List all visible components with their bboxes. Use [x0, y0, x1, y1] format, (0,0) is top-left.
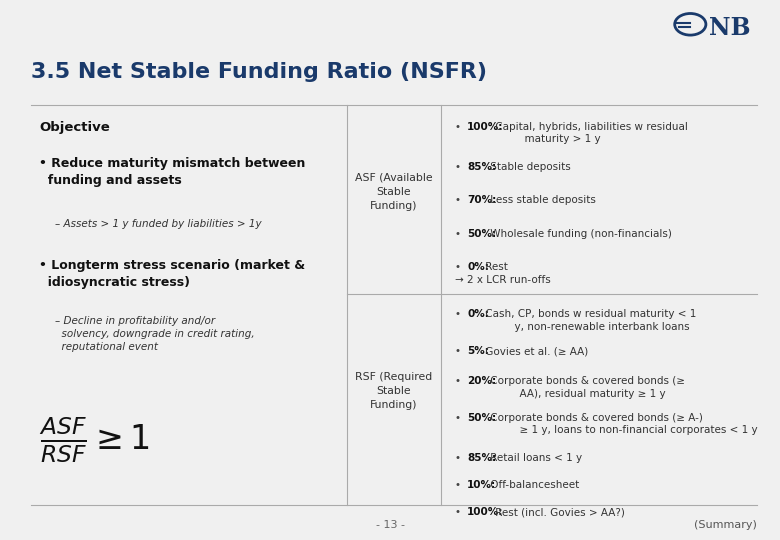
Text: Cash, CP, bonds w residual maturity < 1
          y, non-renewable interbank loa: Cash, CP, bonds w residual maturity < 1 …: [482, 309, 697, 332]
Text: 3.5 Net Stable Funding Ratio (NSFR): 3.5 Net Stable Funding Ratio (NSFR): [31, 62, 487, 82]
Text: Rest (incl. Govies > AA?): Rest (incl. Govies > AA?): [491, 507, 625, 517]
Text: NB: NB: [709, 16, 750, 40]
Text: •: •: [455, 480, 461, 490]
Text: 100%:: 100%:: [467, 507, 504, 517]
Text: 10%:: 10%:: [467, 480, 496, 490]
Text: 50%:: 50%:: [467, 229, 496, 239]
Text: Govies et al. (≥ AA): Govies et al. (≥ AA): [482, 346, 588, 356]
Text: – Assets > 1 y funded by liabilities > 1y: – Assets > 1 y funded by liabilities > 1…: [55, 219, 261, 229]
Text: - 13 -: - 13 -: [375, 520, 405, 530]
Text: 20%:: 20%:: [467, 376, 496, 386]
Text: 85%:: 85%:: [467, 162, 496, 172]
Text: ASF (Available
Stable
Funding): ASF (Available Stable Funding): [355, 173, 433, 211]
Text: (Summary): (Summary): [693, 520, 757, 530]
Text: 85%:: 85%:: [467, 453, 496, 463]
Text: •: •: [455, 195, 461, 206]
Text: •: •: [455, 507, 461, 517]
Text: Objective: Objective: [39, 122, 110, 134]
Text: Wholesale funding (non-financials): Wholesale funding (non-financials): [487, 229, 672, 239]
Text: 5%:: 5%:: [467, 346, 489, 356]
Text: Less stable deposits: Less stable deposits: [487, 195, 596, 206]
Text: – Decline in profitability and/or
  solvency, downgrade in credit rating,
  repu: – Decline in profitability and/or solven…: [55, 316, 254, 352]
Text: Retail loans < 1 y: Retail loans < 1 y: [487, 453, 582, 463]
Text: Rest: Rest: [482, 262, 508, 273]
Text: •: •: [455, 262, 461, 273]
Text: Stable deposits: Stable deposits: [487, 162, 571, 172]
Text: RSF (Required
Stable
Funding): RSF (Required Stable Funding): [355, 373, 433, 410]
Text: Corporate bonds & covered bonds (≥
          AA), residual maturity ≥ 1 y: Corporate bonds & covered bonds (≥ AA), …: [487, 376, 685, 399]
Text: 100%:: 100%:: [467, 122, 504, 132]
Text: •: •: [455, 122, 461, 132]
Text: 70%:: 70%:: [467, 195, 496, 206]
Text: Capital, hybrids, liabilities w residual
          maturity > 1 y: Capital, hybrids, liabilities w residual…: [491, 122, 688, 144]
Text: $\frac{ASF}{RSF} \geq 1$: $\frac{ASF}{RSF} \geq 1$: [39, 415, 150, 465]
Text: Corporate bonds & covered bonds (≥ A-)
          ≥ 1 y, loans to non-financial c: Corporate bonds & covered bonds (≥ A-) ≥…: [487, 413, 757, 435]
Text: •: •: [455, 376, 461, 386]
Text: •: •: [455, 413, 461, 423]
Text: → 2 x LCR run-offs: → 2 x LCR run-offs: [455, 274, 551, 285]
Text: • Longterm stress scenario (market &
  idiosyncratic stress): • Longterm stress scenario (market & idi…: [39, 259, 305, 289]
Text: •: •: [455, 453, 461, 463]
Text: 0%:: 0%:: [467, 309, 489, 320]
Text: •: •: [455, 229, 461, 239]
Text: •: •: [455, 309, 461, 320]
Text: •: •: [455, 346, 461, 356]
Text: • Reduce maturity mismatch between
  funding and assets: • Reduce maturity mismatch between fundi…: [39, 157, 306, 187]
Text: •: •: [455, 162, 461, 172]
Text: Off-balancesheet: Off-balancesheet: [487, 480, 579, 490]
Text: 50%:: 50%:: [467, 413, 496, 423]
Text: 0%:: 0%:: [467, 262, 489, 273]
